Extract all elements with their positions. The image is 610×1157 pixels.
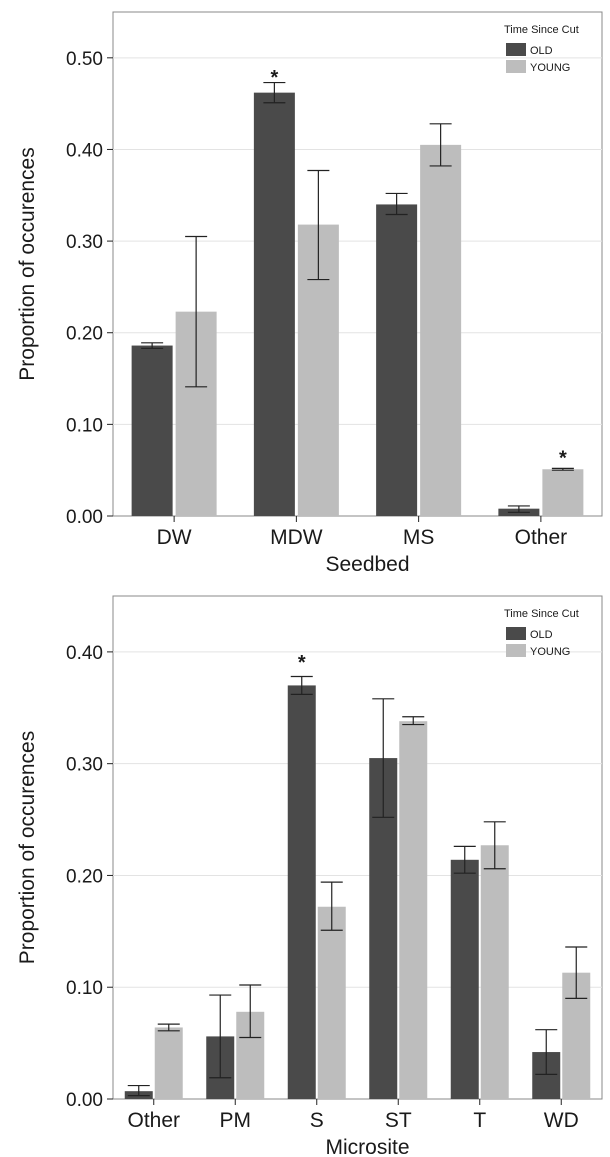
bar-young-other	[542, 469, 584, 516]
x-axis-label: Seedbed	[325, 553, 409, 575]
x-tick-label: T	[473, 1109, 486, 1132]
legend-title: Time Since Cut	[504, 24, 579, 36]
y-tick-label: 0.00	[66, 1090, 103, 1111]
x-tick-label: Other	[127, 1109, 180, 1132]
y-tick-label: 0.00	[66, 507, 103, 528]
legend-title: Time Since Cut	[504, 608, 579, 620]
plot-frame	[112, 11, 603, 517]
y-tick-label: 0.20	[66, 866, 103, 887]
legend-swatch-old	[506, 627, 526, 640]
y-tick-label: 0.10	[66, 978, 103, 999]
bar-young-t	[480, 845, 509, 1099]
bar-young-s	[317, 906, 346, 1099]
x-tick-label: S	[310, 1109, 324, 1132]
legend-label-young: YOUNG	[530, 646, 570, 658]
seedbed-chart: 0.00 0.10 0.20 0.30 0.40 0.50 DW MDW MS Other * * Se…	[0, 0, 610, 575]
x-axis-label: Microsite	[325, 1136, 409, 1157]
x-tick-label: WD	[544, 1109, 579, 1132]
y-tick-label: 0.30	[66, 232, 103, 253]
y-tick-label: 0.50	[66, 49, 103, 70]
plot-frame	[112, 595, 603, 1100]
legend-label-old: OLD	[530, 629, 553, 641]
microsite-chart-svg: 0.00 0.10 0.20 0.30 0.40 Other PM S ST T WD * Micros…	[16, 595, 603, 1157]
x-tick-label: PM	[220, 1109, 252, 1132]
bar-old-t	[450, 859, 479, 1099]
significance-marker: *	[298, 652, 306, 674]
bar-old-s	[287, 685, 316, 1099]
legend-label-old: OLD	[530, 45, 553, 57]
legend-swatch-young	[506, 644, 526, 657]
bar-young-ms	[420, 144, 462, 516]
y-tick-label: 0.20	[66, 324, 103, 345]
seedbed-chart-svg: 0.00 0.10 0.20 0.30 0.40 0.50 DW MDW MS Other * * Se…	[16, 11, 603, 575]
x-tick-label: MS	[403, 526, 435, 549]
significance-marker: *	[270, 67, 278, 89]
legend-label-young: YOUNG	[530, 62, 570, 74]
x-tick-label: MDW	[270, 526, 323, 549]
bar-old-dw	[131, 345, 173, 516]
y-tick-label: 0.40	[66, 140, 103, 161]
x-tick-label: ST	[385, 1109, 412, 1132]
x-tick-label: DW	[157, 526, 192, 549]
bar-young-other	[154, 1027, 183, 1099]
microsite-chart: 0.00 0.10 0.20 0.30 0.40 Other PM S ST T WD * Micros…	[0, 580, 610, 1157]
y-axis-label: Proportion of occurences	[16, 731, 39, 964]
significance-marker: *	[559, 447, 567, 469]
y-tick-label: 0.10	[66, 415, 103, 436]
y-tick-label: 0.30	[66, 755, 103, 776]
bar-young-st	[399, 721, 428, 1099]
legend-swatch-old	[506, 43, 526, 56]
bar-old-ms	[376, 204, 418, 516]
legend-swatch-young	[506, 60, 526, 73]
bar-old-mdw	[253, 92, 295, 516]
y-axis-label: Proportion of occurences	[16, 147, 39, 380]
x-tick-label: Other	[515, 526, 568, 549]
y-tick-label: 0.40	[66, 643, 103, 664]
